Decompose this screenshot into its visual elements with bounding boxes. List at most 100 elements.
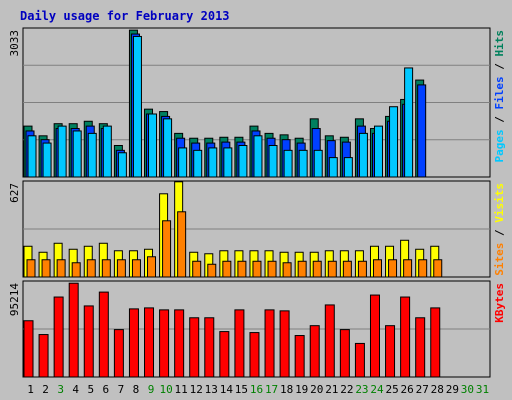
bar-sites-day-22	[342, 260, 352, 278]
bar-sites-day-2	[41, 259, 51, 278]
bar-sites-day-8	[131, 259, 141, 278]
bar-pages-day-20	[313, 149, 323, 178]
x-tick-label-12: 12	[190, 383, 203, 396]
bar-kbytes-day-19	[294, 335, 305, 378]
bar-sites-day-14	[222, 260, 232, 278]
chart-title: Daily usage for February 2013	[20, 9, 230, 23]
x-tick-label-15: 15	[235, 383, 248, 396]
bar-sites-day-1	[26, 259, 36, 278]
bar-kbytes-day-1	[23, 320, 34, 378]
x-tick-label-3: 3	[57, 383, 64, 396]
bar-sites-day-6	[101, 259, 111, 278]
bar-kbytes-day-2	[38, 334, 49, 378]
bar-kbytes-day-14	[219, 331, 230, 378]
bar-pages-day-19	[298, 149, 308, 178]
x-tick-label-2: 2	[42, 383, 49, 396]
legend-part: /	[493, 57, 506, 77]
bar-kbytes-day-20	[309, 325, 320, 378]
x-tick-label-21: 21	[325, 383, 338, 396]
bar-pages-day-25	[389, 106, 399, 178]
bar-sites-day-17	[267, 260, 277, 278]
x-tick-label-23: 23	[355, 383, 368, 396]
panel-requests: 3033 Pages / Files / Hits	[8, 27, 506, 178]
bar-kbytes-day-26	[400, 296, 411, 378]
x-tick-label-9: 9	[148, 383, 155, 396]
bar-pages-day-24	[373, 125, 383, 178]
bar-sites-day-18	[282, 262, 292, 278]
x-tick-label-22: 22	[340, 383, 353, 396]
bar-pages-day-5	[87, 132, 97, 178]
legend-part: Files	[493, 76, 506, 109]
bar-kbytes-day-8	[128, 308, 139, 378]
x-tick-label-18: 18	[280, 383, 293, 396]
bar-kbytes-day-6	[98, 291, 109, 378]
bar-kbytes-day-24	[369, 294, 380, 378]
panel-legend: KBytes	[493, 283, 506, 323]
bar-sites-day-26	[403, 259, 413, 278]
x-tick-label-17: 17	[265, 383, 278, 396]
bar-pages-day-17	[268, 144, 278, 178]
bar-pages-day-4	[72, 130, 82, 178]
bar-kbytes-day-13	[204, 317, 215, 378]
bar-kbytes-day-25	[385, 325, 396, 378]
bar-sites-day-5	[86, 259, 96, 278]
bar-pages-day-26	[404, 67, 414, 178]
bar-kbytes-day-10	[159, 309, 170, 378]
bar-pages-day-2	[42, 142, 52, 178]
x-tick-label-5: 5	[87, 383, 94, 396]
panel-kbytes: 95214 KBytes	[8, 280, 506, 378]
bar-sites-day-9	[147, 256, 157, 278]
bar-pages-day-3	[57, 125, 67, 178]
bar-pages-day-10	[163, 118, 173, 178]
bar-pages-day-7	[117, 152, 127, 178]
bar-kbytes-day-9	[144, 307, 155, 378]
bar-files-day-27	[417, 84, 427, 178]
x-tick-label-1: 1	[27, 383, 34, 396]
bar-sites-day-16	[252, 260, 262, 278]
legend-part: KBytes	[493, 283, 506, 323]
x-tick-label-24: 24	[370, 383, 384, 396]
bar-sites-day-10	[162, 220, 172, 278]
legend-part: Sites	[493, 243, 506, 276]
panel-max-label: 3033	[8, 30, 21, 57]
bar-kbytes-day-11	[174, 309, 185, 378]
bar-kbytes-day-5	[83, 305, 94, 378]
bar-pages-day-14	[223, 147, 233, 178]
legend-part: Pages	[493, 129, 506, 162]
bar-sites-day-4	[71, 262, 81, 278]
bar-kbytes-day-22	[339, 329, 350, 378]
bar-kbytes-day-27	[415, 317, 426, 378]
bar-pages-day-11	[178, 147, 188, 178]
bar-sites-day-24	[372, 259, 382, 278]
bar-sites-day-23	[357, 260, 367, 278]
bar-kbytes-day-7	[113, 329, 124, 378]
legend-part: Hits	[493, 30, 506, 57]
bar-sites-day-19	[297, 260, 307, 278]
chart-panels: 3033 Pages / Files / Hits 627 Sites / Visit…	[8, 27, 506, 378]
bar-kbytes-day-16	[249, 332, 260, 378]
bar-sites-day-7	[116, 259, 126, 278]
bar-pages-day-15	[238, 144, 248, 178]
x-tick-label-20: 20	[310, 383, 323, 396]
panel-legend: Pages / Files / Hits	[493, 30, 506, 163]
x-tick-label-6: 6	[103, 383, 110, 396]
bar-pages-day-1	[27, 135, 37, 178]
x-tick-label-29: 29	[446, 383, 459, 396]
bar-sites-day-13	[207, 263, 217, 278]
bar-kbytes-day-3	[53, 296, 64, 378]
bar-pages-day-21	[328, 157, 338, 178]
bar-sites-day-28	[433, 259, 443, 278]
bar-sites-day-15	[237, 260, 247, 278]
x-tick-label-13: 13	[205, 383, 218, 396]
bar-pages-day-8	[132, 35, 142, 178]
bar-kbytes-day-12	[189, 317, 200, 378]
bar-kbytes-day-4	[68, 282, 79, 378]
x-tick-label-25: 25	[385, 383, 398, 396]
bar-pages-day-22	[343, 157, 353, 178]
bar-kbytes-day-18	[279, 310, 290, 378]
panel-max-label: 627	[8, 183, 21, 203]
bar-pages-day-13	[208, 147, 218, 178]
x-tick-label-16: 16	[250, 383, 263, 396]
x-tick-label-11: 11	[175, 383, 188, 396]
